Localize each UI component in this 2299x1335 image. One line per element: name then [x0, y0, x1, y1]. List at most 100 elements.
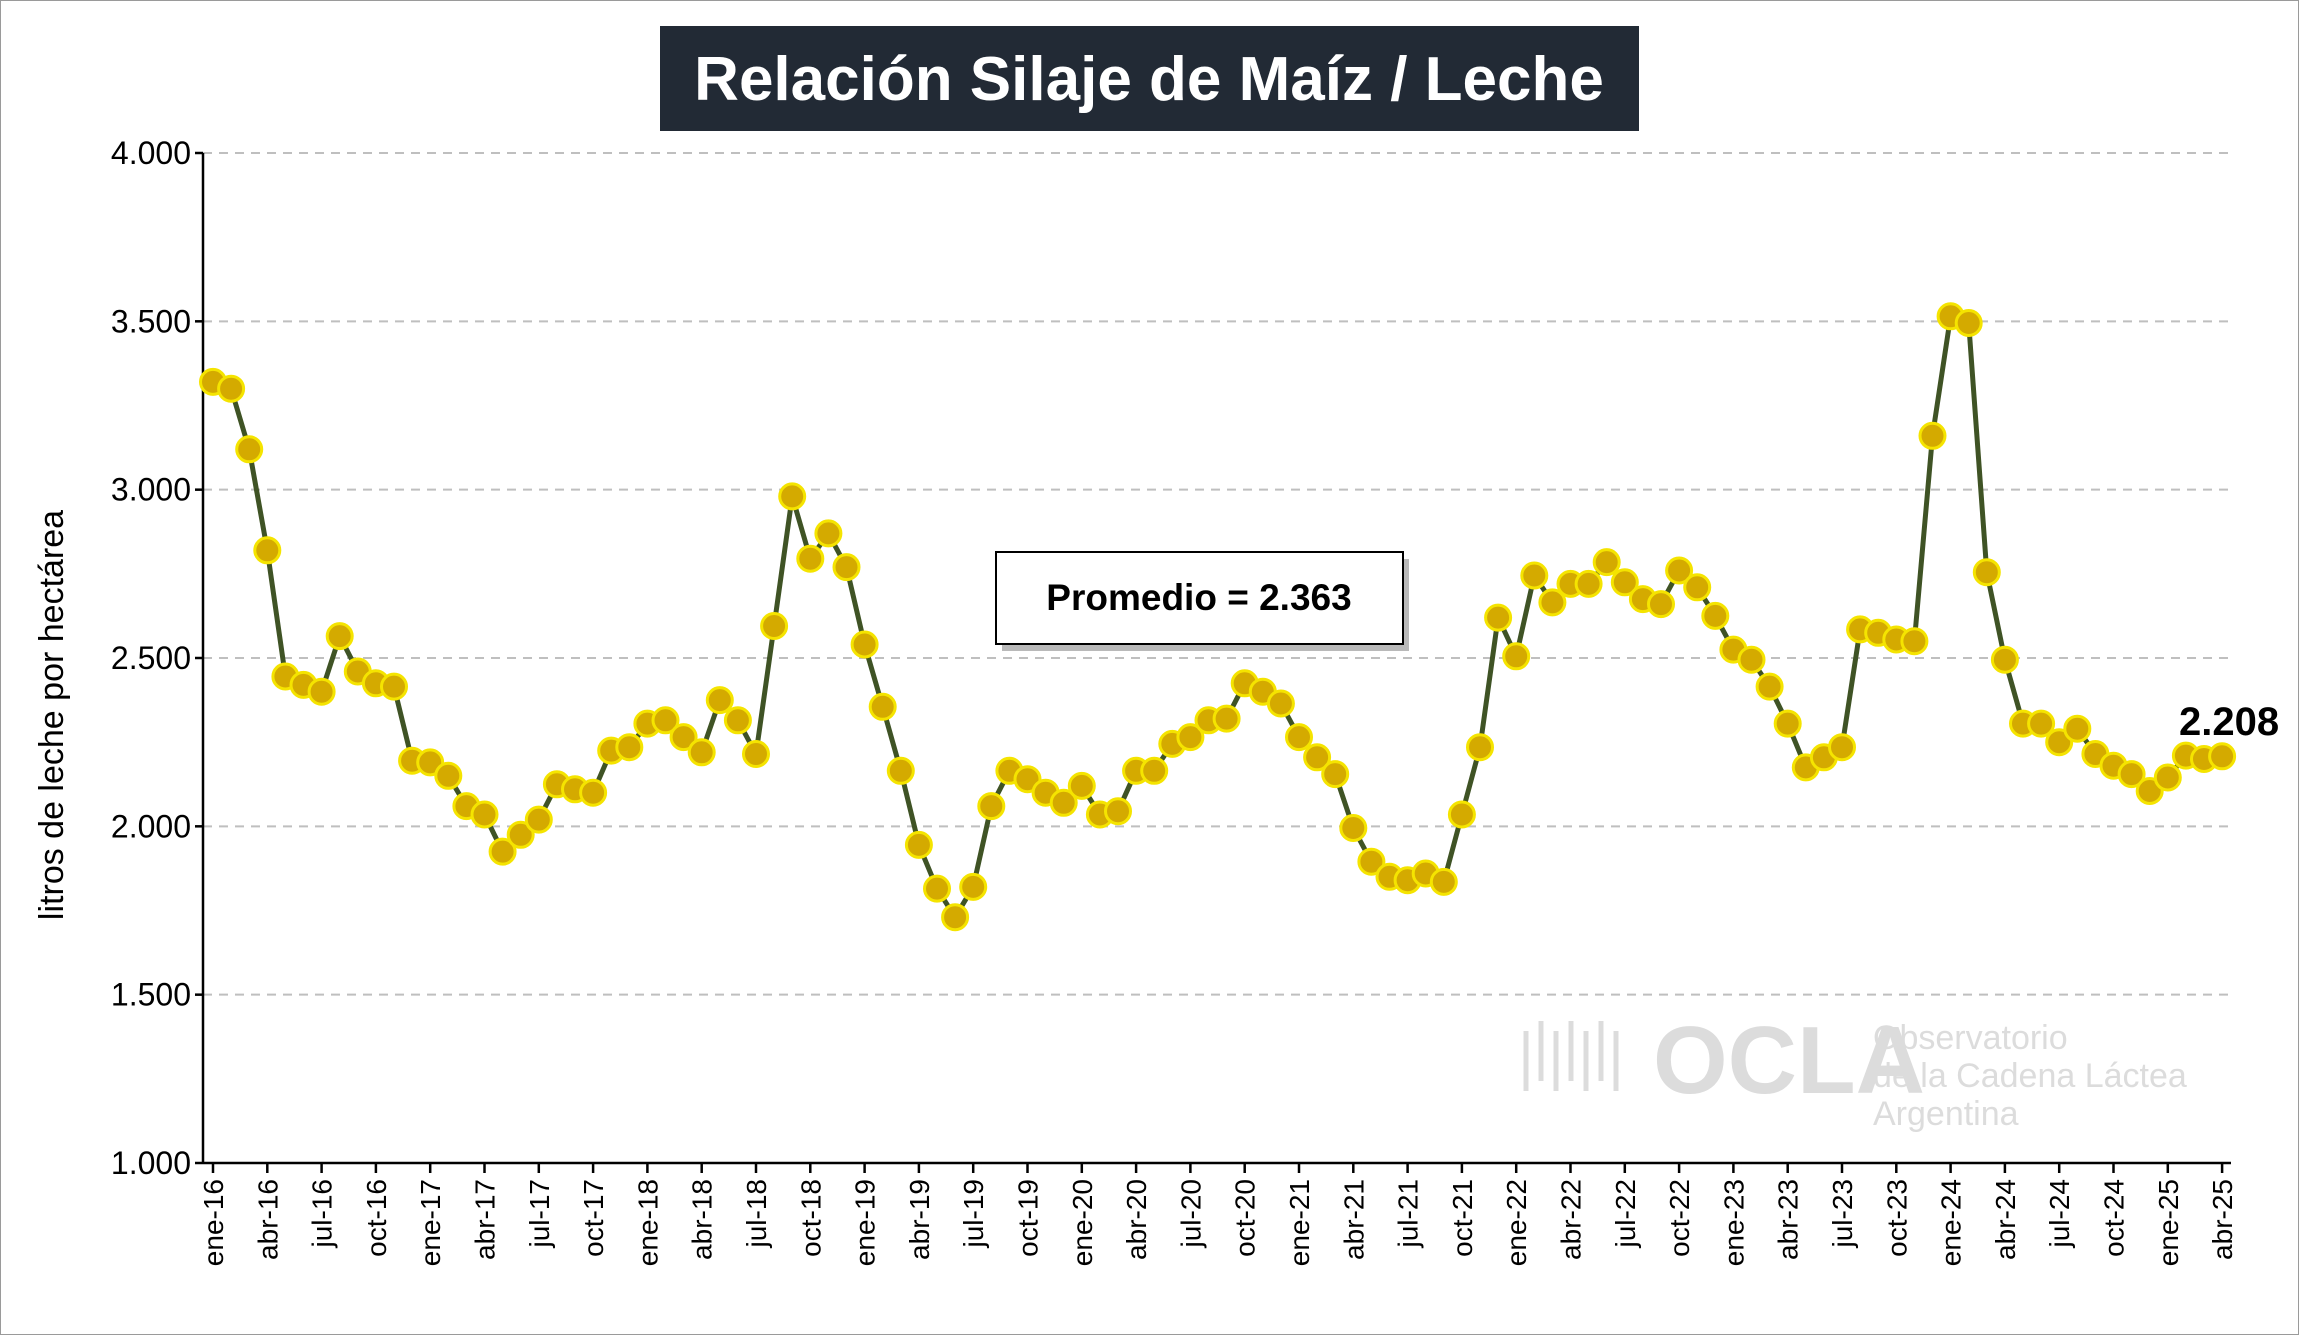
average-label: Promedio = 2.363	[1046, 577, 1351, 618]
x-tick-label: oct-18	[795, 1179, 826, 1257]
data-point	[850, 630, 879, 659]
watermark-logo-text: OCLA	[1653, 1007, 1925, 1114]
data-point	[579, 778, 608, 807]
y-tick-label: 1.000	[111, 1145, 191, 1181]
data-point	[307, 677, 336, 706]
y-tick-label: 2.500	[111, 640, 191, 676]
data-point	[1755, 672, 1784, 701]
x-tick-label: abr-24	[1990, 1179, 2021, 1260]
data-point	[1285, 723, 1313, 752]
data-point	[1954, 309, 1983, 337]
y-tick-label: 1.500	[111, 977, 191, 1013]
data-point	[1321, 760, 1350, 789]
data-point	[1972, 558, 2001, 587]
data-point	[1610, 568, 1639, 597]
data-point	[904, 830, 933, 859]
data-point	[2153, 763, 2182, 792]
y-tick-label: 2.000	[111, 808, 191, 844]
x-tick-label: oct-16	[361, 1179, 392, 1257]
watermark-line3: Argentina	[1873, 1095, 2019, 1133]
x-tick-label: oct-19	[1013, 1179, 1044, 1257]
data-point	[760, 612, 789, 640]
data-point	[723, 706, 752, 735]
data-point	[705, 686, 734, 715]
x-tick-label: ene-20	[1067, 1179, 1098, 1266]
y-tick-label: 3.000	[111, 472, 191, 508]
x-tick-label: oct-20	[1230, 1179, 1261, 1257]
data-point	[434, 761, 463, 790]
data-point	[1737, 645, 1766, 674]
data-point	[923, 874, 951, 903]
x-tick-label: abr-23	[1773, 1179, 1804, 1260]
x-tick-label: jul-21	[1393, 1179, 1424, 1248]
data-point	[1502, 642, 1531, 671]
data-point	[2208, 742, 2237, 771]
data-point	[470, 800, 499, 829]
x-tick-label: abr-21	[1338, 1179, 1369, 1260]
x-tick-label: abr-22	[1556, 1179, 1587, 1260]
data-point	[1900, 627, 1929, 656]
x-tick-label: abr-25	[2207, 1179, 2238, 1260]
data-point	[1484, 603, 1513, 632]
x-tick-label: ene-19	[850, 1179, 881, 1266]
data-point	[1176, 723, 1205, 752]
series-layer	[199, 302, 2237, 932]
y-tick-label: 3.500	[111, 303, 191, 339]
x-tick-label: oct-17	[578, 1179, 609, 1257]
data-point	[977, 792, 1006, 821]
data-point	[687, 738, 716, 767]
title-box	[660, 26, 1639, 131]
x-tick-label: abr-17	[470, 1179, 501, 1260]
data-point	[2027, 709, 2056, 738]
data-point	[1466, 733, 1494, 762]
x-tick-label: jul-20	[1175, 1179, 1206, 1248]
data-point	[1212, 704, 1241, 733]
data-point	[742, 740, 770, 768]
x-tick-label: oct-24	[2099, 1179, 2130, 1257]
last-value-label: 2.208	[2179, 700, 2279, 744]
data-point	[1140, 756, 1169, 785]
data-point	[1683, 573, 1712, 602]
x-tick-label: abr-16	[252, 1179, 283, 1260]
x-tick-label: ene-22	[1501, 1179, 1532, 1266]
y-tick-label: 4.000	[111, 135, 191, 171]
x-tick-label: abr-19	[904, 1179, 935, 1260]
data-point	[1357, 847, 1386, 876]
watermark-line2: de la Cadena Láctea	[1873, 1057, 2187, 1095]
data-point	[1647, 590, 1675, 619]
data-point	[1701, 601, 1730, 630]
data-point	[488, 837, 517, 866]
data-point	[1447, 800, 1476, 829]
data-point	[1339, 814, 1368, 842]
data-point	[1303, 743, 1332, 772]
data-point	[1990, 645, 2019, 674]
data-point	[217, 374, 246, 403]
x-tick-label: ene-21	[1284, 1179, 1315, 1266]
x-tick-label: jul-24	[2044, 1179, 2075, 1248]
watermark-line1: Observatorio	[1873, 1019, 2068, 1057]
data-point	[1104, 797, 1132, 826]
x-tick-label: ene-23	[1718, 1179, 1749, 1266]
data-point	[959, 872, 988, 901]
x-tick-label: oct-22	[1664, 1179, 1695, 1257]
x-tick-label: jul-23	[1827, 1179, 1858, 1248]
data-point	[1918, 421, 1947, 450]
data-point	[1828, 733, 1856, 762]
data-point	[1574, 569, 1603, 598]
x-tick-labels: ene-16 abr-16 jul-16 oct-16 ene-17 abr-17 jul-…	[198, 1179, 2238, 1266]
data-point	[1067, 771, 1096, 800]
x-tick-label: abr-18	[687, 1179, 718, 1260]
data-point	[1266, 689, 1295, 718]
x-tick-label: ene-17	[415, 1179, 446, 1266]
x-tick-label: ene-25	[2153, 1179, 2184, 1266]
x-tick-label: ene-16	[198, 1179, 229, 1266]
data-point	[253, 536, 282, 565]
x-tick-label: ene-24	[1936, 1179, 1967, 1266]
y-axis-label: litros de leche por hectárea	[33, 510, 71, 920]
data-point	[886, 756, 915, 785]
data-point	[2063, 714, 2092, 743]
data-point	[380, 672, 408, 701]
x-tick-label: abr-20	[1121, 1179, 1152, 1260]
